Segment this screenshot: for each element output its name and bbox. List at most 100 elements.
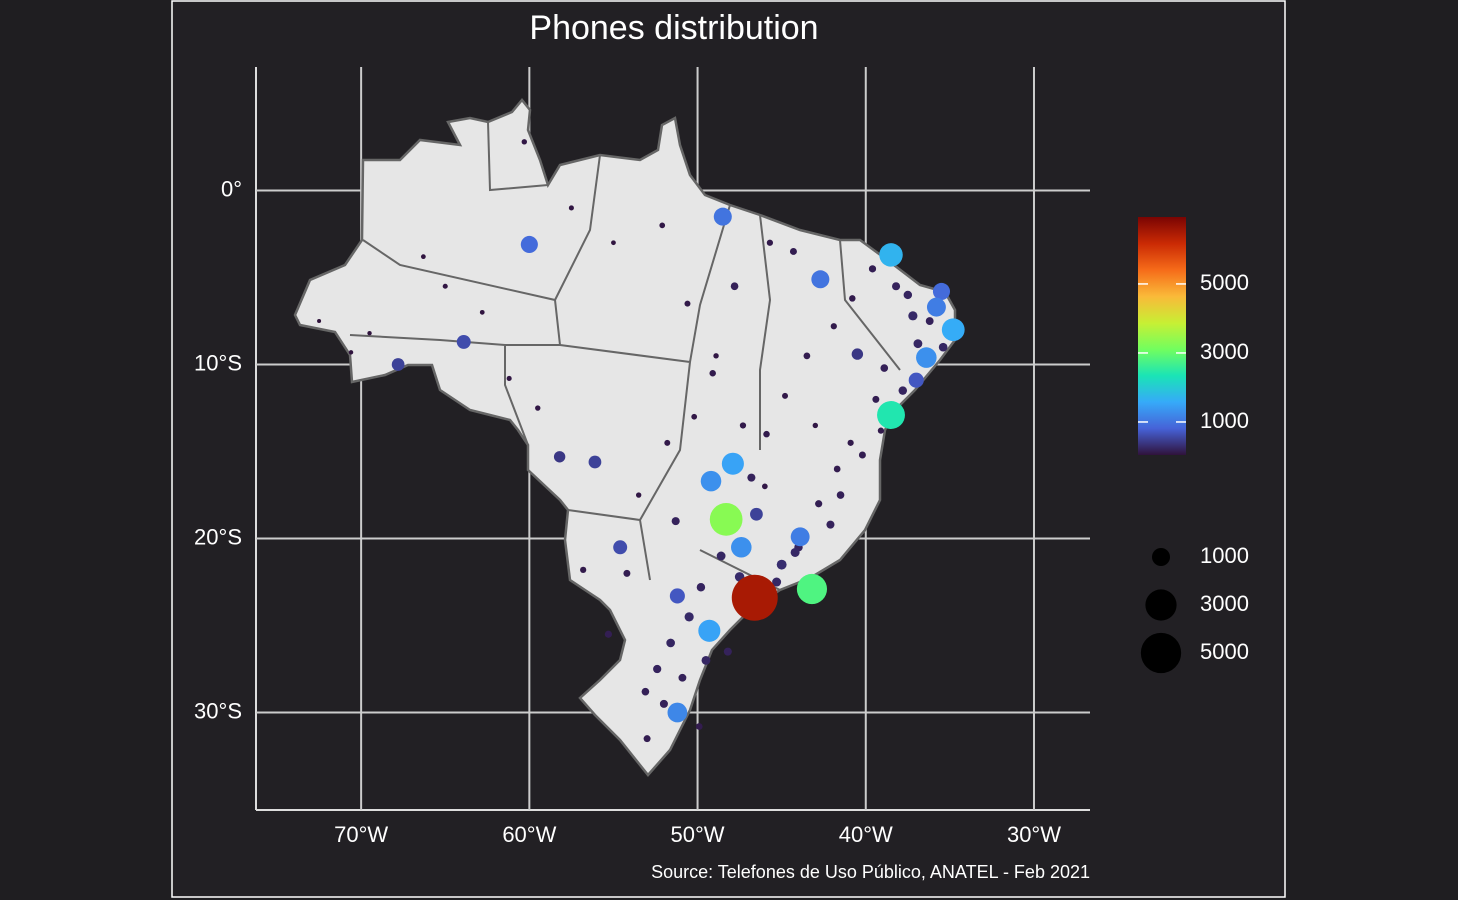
size-legend-label: 3000 xyxy=(1200,591,1249,616)
phone-point xyxy=(763,430,770,438)
phone-point xyxy=(666,638,675,648)
size-legend-label: 5000 xyxy=(1200,639,1249,664)
phone-point xyxy=(635,492,642,498)
colorbar-label: 1000 xyxy=(1200,408,1249,433)
phone-point xyxy=(830,323,837,330)
phone-point xyxy=(348,350,354,355)
phone-point xyxy=(847,439,854,446)
phone-point xyxy=(761,483,768,490)
size-legend-key xyxy=(1140,632,1182,674)
size-legend-label: 1000 xyxy=(1200,543,1249,568)
phone-point xyxy=(643,735,651,743)
phone-point xyxy=(641,687,650,696)
x-tick-label: 50°W xyxy=(671,822,725,847)
phone-point xyxy=(898,386,908,395)
phone-point xyxy=(684,300,691,307)
size-legend-key xyxy=(1151,547,1171,567)
phone-point xyxy=(506,375,512,382)
phone-point xyxy=(892,282,901,291)
colorbar xyxy=(1138,217,1186,455)
y-tick-label: 10°S xyxy=(194,350,242,375)
phone-point xyxy=(782,392,789,399)
phone-point xyxy=(908,311,918,321)
phone-point xyxy=(691,413,698,420)
phone-point xyxy=(908,372,924,388)
phone-point xyxy=(367,331,372,336)
phone-point xyxy=(812,422,819,429)
y-tick-label: 20°S xyxy=(194,524,242,549)
x-tick-label: 60°W xyxy=(502,822,556,847)
phone-point xyxy=(826,520,835,529)
phone-point xyxy=(872,395,880,403)
phone-point xyxy=(659,222,666,229)
phone-point xyxy=(317,319,322,324)
phone-point xyxy=(695,723,703,730)
phone-point xyxy=(671,517,680,526)
x-tick-label: 30°W xyxy=(1007,822,1061,847)
phone-point xyxy=(925,317,934,325)
phone-point xyxy=(698,619,721,642)
phone-point xyxy=(858,451,866,459)
phone-point xyxy=(766,239,774,246)
phone-point xyxy=(613,540,628,555)
phone-point xyxy=(938,342,948,352)
phone-point xyxy=(868,265,877,273)
phone-point xyxy=(932,282,951,301)
phone-point xyxy=(916,347,937,368)
phone-point xyxy=(730,282,739,291)
phone-point xyxy=(877,427,885,434)
caption: Source: Telefones de Uso Público, ANATEL… xyxy=(651,862,1090,882)
x-tick-label: 40°W xyxy=(839,822,893,847)
phone-point xyxy=(604,630,613,638)
phone-point xyxy=(731,536,752,558)
phone-point xyxy=(678,673,687,682)
size-legend-key xyxy=(1145,589,1177,621)
phone-point xyxy=(611,240,616,246)
phone-point xyxy=(723,647,732,656)
chart-title: Phones distribution xyxy=(529,9,818,47)
phone-point xyxy=(623,569,631,577)
phone-point xyxy=(750,507,763,521)
phone-point xyxy=(851,348,864,360)
state-borders xyxy=(349,121,901,591)
phone-point xyxy=(420,254,426,260)
phone-point xyxy=(391,358,405,371)
phone-point xyxy=(713,353,719,359)
phone-point xyxy=(803,352,811,360)
phone-point xyxy=(790,547,800,557)
phone-point xyxy=(849,295,856,302)
phone-point xyxy=(811,270,830,289)
phone-point xyxy=(659,699,668,708)
phone-point xyxy=(903,290,913,300)
phone-point xyxy=(535,405,541,411)
phone-point xyxy=(789,247,797,255)
phone-point xyxy=(716,551,726,561)
phone-point xyxy=(877,401,905,429)
phone-point xyxy=(879,243,903,267)
phone-point xyxy=(667,702,688,723)
phone-point xyxy=(790,527,810,547)
phone-point xyxy=(796,573,828,605)
phone-point xyxy=(709,503,743,536)
phone-point xyxy=(521,139,528,145)
phone-point xyxy=(739,422,747,429)
phone-point xyxy=(747,473,756,482)
phone-point xyxy=(580,566,587,573)
y-tick-label: 30°S xyxy=(194,698,242,723)
phone-point xyxy=(880,364,889,372)
colorbar-label: 5000 xyxy=(1200,270,1249,295)
phone-point xyxy=(442,283,448,289)
phone-point xyxy=(700,470,722,492)
points xyxy=(317,139,965,743)
phone-point xyxy=(653,664,662,674)
phone-point xyxy=(520,235,538,254)
phone-point xyxy=(926,297,946,317)
phone-point xyxy=(553,451,566,463)
phone-point xyxy=(456,334,471,349)
phone-point xyxy=(815,500,823,508)
phone-point xyxy=(836,491,845,499)
phone-point xyxy=(479,309,485,315)
phone-point xyxy=(684,612,694,622)
